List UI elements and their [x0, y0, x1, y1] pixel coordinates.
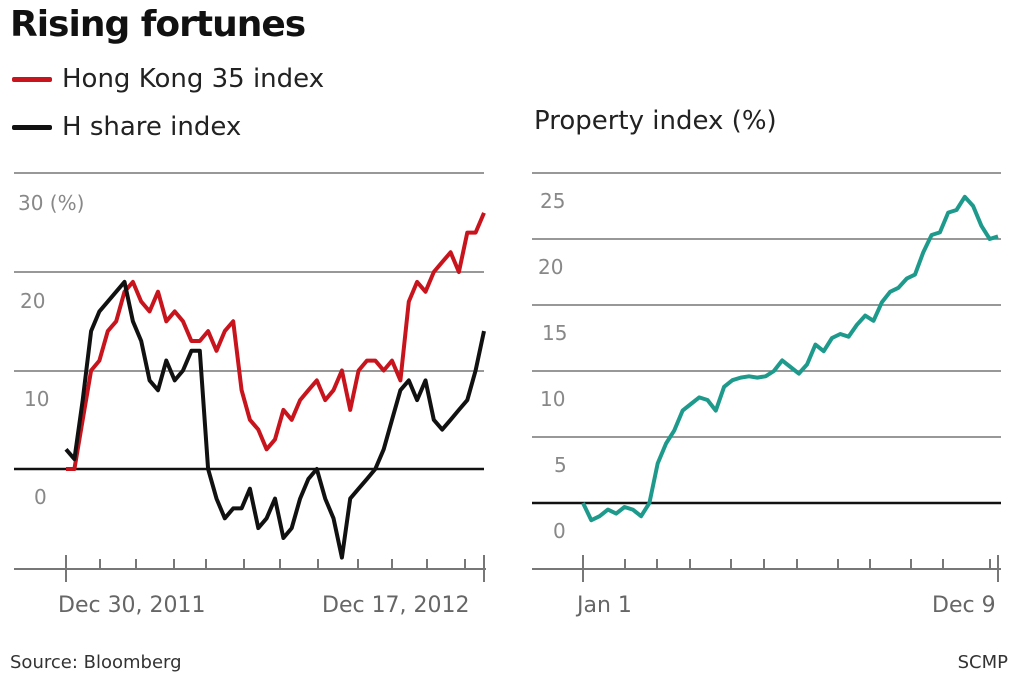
legend-swatch-black-icon [12, 124, 52, 130]
legend-label-hk35: Hong Kong 35 index [62, 64, 325, 94]
legend-item-hshare: H share index [12, 112, 241, 142]
right-chart-y-labels: 25 20 15 10 5 0 [538, 189, 567, 543]
source-note: Source: Bloomberg [10, 652, 182, 673]
ytick-20: 20 [20, 289, 45, 313]
ytick-15: 15 [542, 321, 567, 345]
xlabel-start-right: Jan 1 [575, 593, 632, 618]
ytick-10: 10 [24, 387, 49, 411]
xlabel-end-left: Dec 17, 2012 [322, 593, 470, 618]
hk35-line [66, 212, 486, 471]
property-chart-title: Property index (%) [534, 106, 777, 136]
hshare-line [64, 279, 486, 560]
right-chart-x-ticks [582, 555, 999, 582]
chart-title: Rising fortunes [10, 4, 306, 45]
ytick-0: 0 [34, 485, 47, 509]
left-chart-y-labels: 30 (%) 20 10 0 [18, 191, 84, 509]
ytick-25: 25 [540, 189, 565, 213]
left-chart-x-ticks [65, 555, 485, 582]
ytick-30: 30 (%) [18, 191, 84, 215]
credit-note: SCMP [957, 652, 1008, 673]
ytick-20r: 20 [538, 255, 563, 279]
ytick-0r: 0 [553, 519, 566, 543]
ytick-10r: 10 [540, 387, 565, 411]
property-line [581, 194, 999, 523]
legend-swatch-red-icon [12, 76, 52, 82]
legend-item-hk35: Hong Kong 35 index [12, 64, 324, 94]
xlabel-end-right: Dec 9 [932, 593, 996, 618]
ytick-5: 5 [554, 453, 567, 477]
legend-label-hshare: H share index [62, 112, 242, 142]
xlabel-start-left: Dec 30, 2011 [58, 593, 206, 618]
right-chart-grid [532, 172, 1001, 570]
